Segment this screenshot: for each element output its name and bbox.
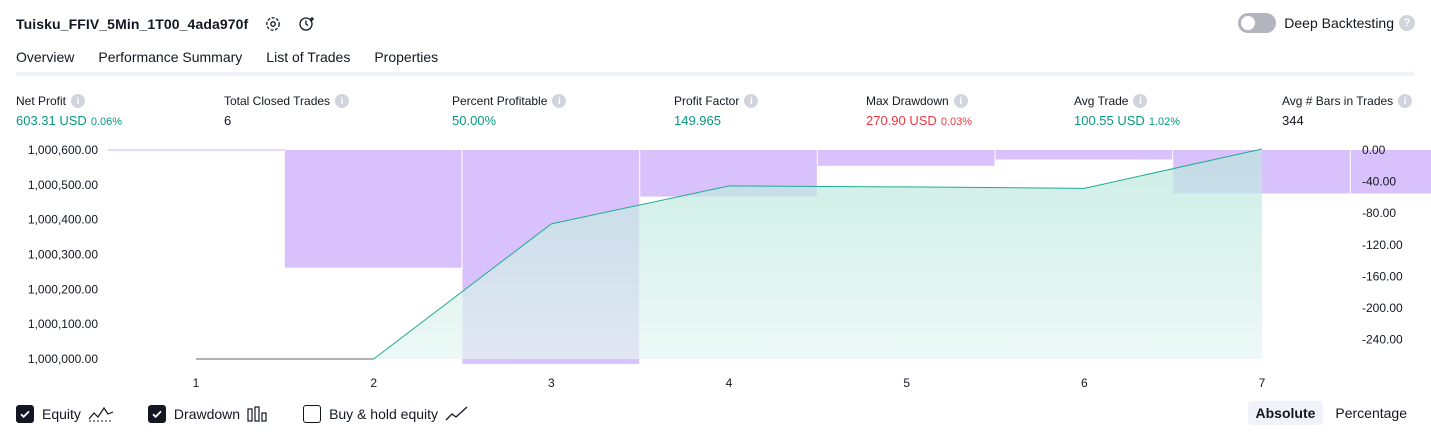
x-axis-tick-label: 2 [370,376,377,390]
drawdown-bar [1350,150,1431,194]
metric-percent-profitable: Percent Profitable i 50.00% [452,93,567,128]
right-axis-tick-label: -240.00 [1362,333,1403,347]
checkbox-box[interactable] [303,405,322,423]
metric-label: Net Profit [16,94,67,108]
info-icon[interactable]: i [1398,94,1413,108]
right-axis-tick-label: -120.00 [1362,238,1403,252]
metric-value: 603.31 USD [16,113,87,128]
drawdown-bar [995,150,1173,160]
toggle-knob [1241,16,1256,30]
right-axis: 0.00 -40.00 -80.00 -120.00 -160.00 -200.00 -24… [1362,143,1403,347]
drawdown-checkbox[interactable]: Drawdown [147,405,269,423]
metric-profit-factor: Profit Factor i 149.965 [674,93,759,128]
left-axis-tick-label: 1,000,300.00 [28,248,98,262]
series-toggles: Equity Drawdown Buy & hold equity [16,403,503,425]
metric-avg-trade: Avg Trade i 100.55 USD 1.02% [1074,93,1180,128]
checkbox-label: Buy & hold equity [329,406,439,422]
metric-max-drawdown: Max Drawdown i 270.90 USD 0.03% [866,93,972,128]
info-icon[interactable]: i [953,94,968,108]
x-axis: 1 2 3 4 5 6 7 [193,376,1266,390]
check-icon[interactable] [16,405,34,423]
right-axis-tick-label: -80.00 [1362,206,1396,220]
left-axis-tick-label: 1,000,500.00 [28,178,98,192]
tab-divider [16,72,1415,76]
x-axis-tick-label: 4 [726,376,733,390]
x-axis-tick-label: 6 [1081,376,1088,390]
metric-percent: 0.03% [940,116,973,128]
metric-percent: 1.02% [1148,116,1181,128]
metric-label: Avg # Bars in Trades [1282,94,1394,108]
buy-hold-icon [445,406,469,422]
metric-value: 149.965 [674,113,721,128]
drawdown-bar [817,150,995,166]
buy-hold-checkbox[interactable]: Buy & hold equity [303,405,469,423]
metric-avg-bars: Avg # Bars in Trades i 344 [1282,93,1413,128]
check-icon[interactable] [147,405,166,423]
metric-net-profit: Net Profit i 603.31 USD 0.06% [16,93,122,128]
x-axis-tick-label: 5 [903,376,910,390]
metric-label: Avg Trade [1074,94,1129,108]
metric-value: 100.55 USD [1074,113,1145,128]
strategy-name: Tuisku_FFIV_5Min_1T00_4ada970f [16,16,249,32]
settings-icon[interactable] [262,13,284,35]
info-icon[interactable]: i [1133,94,1148,108]
metric-value: 6 [224,113,232,128]
info-icon[interactable]: i [335,94,350,108]
metric-value: 270.90 USD [866,113,937,128]
percentage-button[interactable]: Percentage [1335,405,1407,421]
metric-value: 50.00% [452,113,497,128]
left-axis-tick-label: 1,000,200.00 [28,282,98,296]
view-mode-switch: Absolute Percentage [1244,401,1416,425]
metric-label: Total Closed Trades [224,94,331,108]
metric-label: Percent Profitable [452,94,548,108]
checkbox-label: Equity [42,406,81,422]
checkbox-label: Drawdown [173,406,241,422]
right-axis-tick-label: 0.00 [1362,143,1386,157]
equity-drawdown-chart[interactable]: 1,000,600.00 1,000,500.00 1,000,400.00 1,00… [0,140,1431,395]
right-axis-tick-label: -200.00 [1362,301,1403,315]
left-axis-tick-label: 1,000,600.00 [28,143,98,157]
tab-bar: Overview Performance Summary List of Tra… [16,44,462,76]
equity-area [196,148,1263,359]
equity-series [196,148,1263,360]
info-icon[interactable]: i [552,94,567,108]
x-axis-tick-label: 3 [548,376,555,390]
left-axis-tick-label: 1,000,400.00 [28,213,98,227]
x-axis-tick-label: 1 [193,376,200,390]
info-icon[interactable]: i [744,94,759,108]
right-axis-tick-label: -160.00 [1362,269,1403,283]
left-axis-tick-label: 1,000,100.00 [28,317,98,331]
deep-backtesting-toggle[interactable] [1238,13,1277,33]
metric-label: Max Drawdown [866,94,949,108]
metric-total-closed-trades: Total Closed Trades i 6 [224,93,350,128]
equity-icon [88,406,114,422]
drawdown-icon [247,406,269,422]
tab-performance-summary[interactable]: Performance Summary [98,49,243,65]
strategy-header: Tuisku_FFIV_5Min_1T00_4ada970f [16,12,318,36]
equity-checkbox[interactable]: Equity [16,405,114,423]
help-icon[interactable]: ? [1399,15,1415,31]
absolute-button[interactable]: Absolute [1247,401,1324,425]
tab-properties[interactable]: Properties [374,49,439,65]
drawdown-bar [284,150,462,268]
left-axis-tick-label: 1,000,000.00 [28,352,98,366]
metric-percent: 0.06% [90,116,123,128]
right-axis-tick-label: -40.00 [1362,175,1396,189]
deep-backtesting-label: Deep Backtesting [1284,15,1394,31]
tab-list-of-trades[interactable]: List of Trades [266,49,351,65]
metric-value: 344 [1282,113,1304,128]
add-alert-icon[interactable] [296,13,318,35]
left-axis: 1,000,600.00 1,000,500.00 1,000,400.00 1,00… [28,143,98,366]
deep-backtesting-control: Deep Backtesting ? [1238,13,1415,33]
metric-label: Profit Factor [674,94,740,108]
info-icon[interactable]: i [71,94,86,108]
x-axis-tick-label: 7 [1259,376,1266,390]
metrics-row: Net Profit i 603.31 USD 0.06% Total Closed… [0,93,1431,133]
